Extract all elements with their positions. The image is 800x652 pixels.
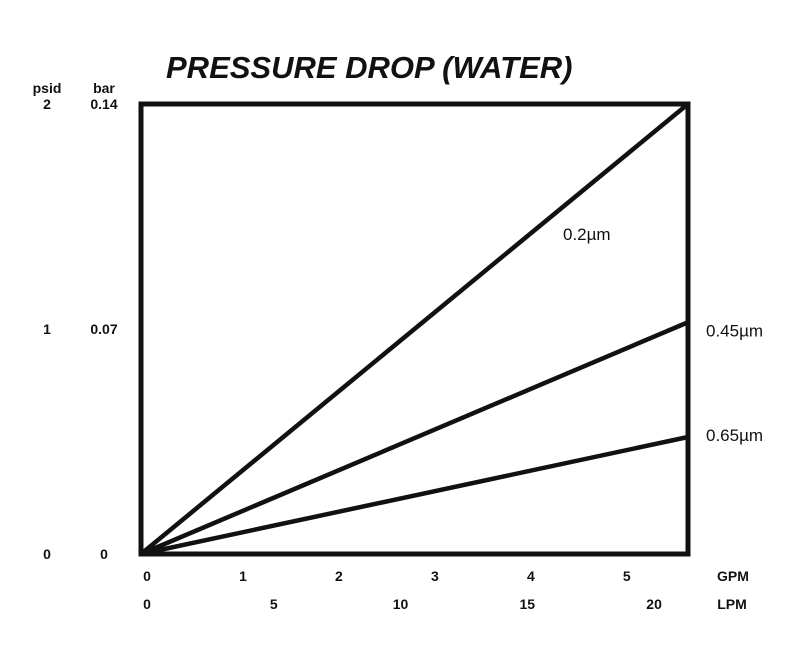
psid-axis-unit: psid — [33, 80, 62, 96]
series-lines: 0.2µm 0.45µm 0.65µm — [138, 101, 763, 557]
bar-tick-label: 0.07 — [90, 321, 117, 337]
gpm-tick-label: 2 — [335, 568, 343, 584]
lpm-tick-label: 20 — [646, 596, 662, 612]
psid-tick-label: 1 — [43, 321, 51, 337]
gpm-tick-label: 5 — [623, 568, 631, 584]
gpm-tick-label: 3 — [431, 568, 439, 584]
bar-tick-label: 0 — [100, 546, 108, 562]
psid-tick-label: 0 — [43, 546, 51, 562]
gpm-tick-label: 4 — [527, 568, 535, 584]
gpm-axis-unit: GPM — [717, 568, 749, 584]
series-line — [138, 101, 691, 557]
lpm-tick-label: 5 — [270, 596, 278, 612]
gpm-tick-label: 1 — [239, 568, 247, 584]
gpm-tick-label: 0 — [143, 568, 151, 584]
bar-tick-label: 0.14 — [90, 96, 117, 112]
lpm-tick-label: 0 — [143, 596, 151, 612]
psid-tick-label: 2 — [43, 96, 51, 112]
plot-frame — [138, 101, 691, 557]
chart-title: PRESSURE DROP (WATER) — [166, 50, 572, 85]
bar-axis-unit: bar — [93, 80, 115, 96]
series-label: 0.2µm — [563, 225, 611, 244]
series-label: 0.45µm — [706, 321, 763, 340]
series-line — [138, 320, 691, 557]
lpm-axis-unit: LPM — [717, 596, 747, 612]
lpm-tick-label: 10 — [393, 596, 409, 612]
lpm-tick-label: 15 — [520, 596, 536, 612]
series-label: 0.65µm — [706, 426, 763, 445]
series-line — [138, 434, 691, 557]
